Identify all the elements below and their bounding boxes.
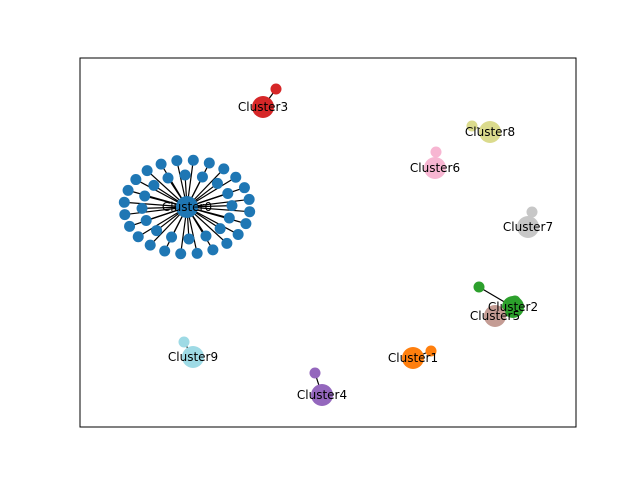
cluster2-node <box>502 296 524 318</box>
cluster0-member-node <box>222 188 234 200</box>
cluster0-member-node <box>244 206 256 218</box>
cluster8-member-node <box>466 120 478 132</box>
cluster5-label: Cluster5 <box>470 309 520 323</box>
cluster6-member-node <box>430 146 442 158</box>
cluster0-member-node <box>130 174 142 186</box>
cluster0-member-node <box>132 231 144 243</box>
cluster0-member-node <box>162 172 174 184</box>
cluster0-member-node <box>144 239 156 251</box>
cluster3-member-node <box>270 83 282 95</box>
cluster2-label: Cluster2 <box>488 300 538 314</box>
cluster7-member-node <box>526 206 538 218</box>
cluster0-member-node <box>183 233 195 245</box>
cluster0-member-node <box>148 179 160 191</box>
cluster9-node <box>182 346 204 368</box>
cluster0-member-node <box>243 193 255 205</box>
cluster0-member-node <box>171 155 183 167</box>
cluster4-member-node <box>309 367 321 379</box>
cluster0-member-node <box>214 223 226 235</box>
cluster3-node <box>252 96 274 118</box>
cluster0-member-node <box>166 231 178 243</box>
cluster9-label: Cluster9 <box>168 350 218 364</box>
cluster0-member-node <box>118 196 130 208</box>
cluster0-member-node <box>159 245 171 257</box>
cluster1-label: Cluster1 <box>388 351 438 365</box>
cluster0-member-node <box>230 171 242 183</box>
cluster0-node <box>176 196 198 218</box>
cluster1-node <box>402 347 424 369</box>
cluster0-member-node <box>187 154 199 166</box>
cluster0-member-node <box>175 248 187 260</box>
cluster0-member-node <box>240 218 252 230</box>
plot-frame <box>79 57 577 428</box>
cluster0-member-node <box>140 214 152 226</box>
cluster3-label: Cluster3 <box>238 100 288 114</box>
cluster0-member-node <box>218 163 230 175</box>
cluster0-member-node <box>211 177 223 189</box>
cluster0-member-node <box>221 237 233 249</box>
cluster4-node <box>311 384 333 406</box>
cluster0-member-node <box>207 244 219 256</box>
cluster0-member-node <box>203 157 215 169</box>
cluster8-label: Cluster8 <box>465 125 515 139</box>
cluster0-member-node <box>141 165 153 177</box>
cluster0-member-node <box>151 225 163 237</box>
cluster0-member-node <box>223 212 235 224</box>
cluster1-member-node <box>425 345 437 357</box>
cluster0-member-node <box>200 230 212 242</box>
cluster0-member-node <box>155 158 167 170</box>
cluster7-label: Cluster7 <box>503 220 553 234</box>
cluster6-node <box>424 157 446 179</box>
member-nodes-layer <box>118 83 538 379</box>
cluster0-member-node <box>238 182 250 194</box>
cluster9-member-node <box>178 336 190 348</box>
cluster4-label: Cluster4 <box>297 388 347 402</box>
cluster8-node <box>479 121 501 143</box>
cluster0-member-node <box>226 200 238 212</box>
cluster0-member-node <box>232 228 244 240</box>
cluster0-member-node <box>191 247 203 259</box>
cluster0-member-node <box>179 169 191 181</box>
cluster5-node <box>484 305 506 327</box>
cluster0-member-node <box>139 190 151 202</box>
cluster6-label: Cluster6 <box>410 161 460 175</box>
cluster0-member-node <box>196 171 208 183</box>
cluster0-member-node <box>122 184 134 196</box>
cluster0-member-node <box>136 202 148 214</box>
cluster0-member-node <box>119 209 131 221</box>
cluster7-node <box>517 216 539 238</box>
cluster2-member-node <box>473 281 485 293</box>
cluster0-label: Cluster0 <box>162 200 212 214</box>
cluster0-member-node <box>124 220 136 232</box>
